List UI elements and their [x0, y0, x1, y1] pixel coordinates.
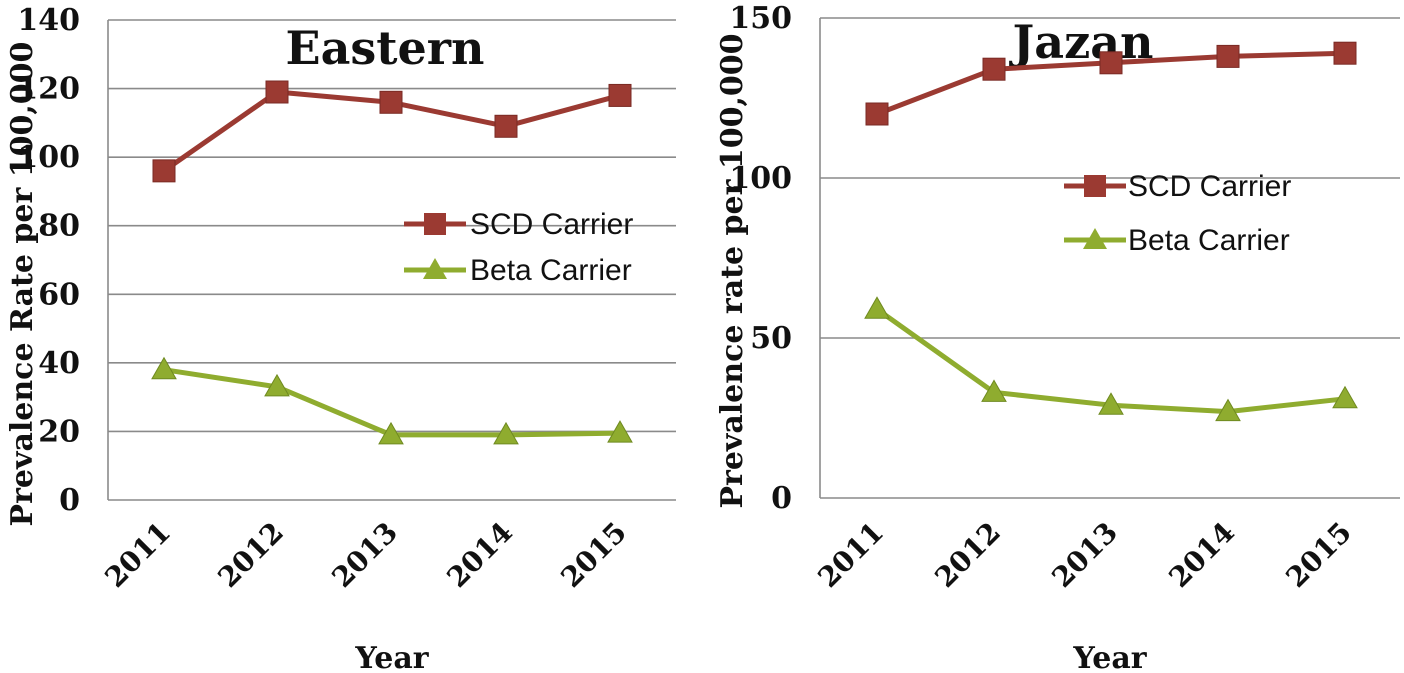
legend-label: Beta Carrier	[1128, 224, 1290, 257]
legend-label: SCD Carrier	[1128, 170, 1291, 203]
legend-marker	[1084, 175, 1106, 197]
data-point	[1098, 392, 1124, 415]
x-tick-label: 2014	[441, 516, 519, 594]
data-point	[864, 296, 890, 319]
data-point	[265, 80, 289, 104]
y-axis-title: Prevalence rate per 100,000	[715, 33, 750, 508]
y-tick-label: 120	[17, 72, 80, 107]
y-tick-label: 0	[771, 481, 792, 516]
data-point	[982, 57, 1006, 81]
y-axis-title: Prevalence Rate per 100,000	[5, 42, 40, 527]
data-point	[264, 373, 290, 397]
data-point	[608, 83, 632, 107]
data-point	[493, 421, 519, 445]
x-tick-label: 2014	[1163, 516, 1241, 594]
x-tick-label: 2015	[1280, 516, 1358, 594]
data-point	[981, 379, 1007, 402]
legend-label: Beta Carrier	[470, 254, 632, 287]
y-tick-label: 150	[729, 1, 792, 36]
y-tick-label: 100	[17, 140, 80, 175]
x-tick-label: 2012	[212, 516, 290, 594]
x-axis-title: Year	[1072, 641, 1147, 673]
data-point	[494, 114, 518, 138]
y-tick-label: 0	[59, 483, 80, 518]
x-tick-label: 2013	[326, 516, 404, 594]
x-tick-label: 2013	[1046, 516, 1124, 594]
data-point	[378, 421, 404, 445]
y-tick-label: 60	[38, 277, 80, 312]
data-point	[1099, 51, 1123, 75]
chart-eastern: Prevalence Rate per 100,000 Eastern Year…	[5, 3, 676, 673]
x-tick-label: 2015	[555, 516, 633, 594]
data-point	[379, 90, 403, 114]
legend-marker	[424, 213, 446, 235]
y-tick-label: 50	[750, 321, 792, 356]
data-point	[151, 356, 177, 380]
y-tick-label: 40	[38, 346, 80, 381]
y-tick-label: 140	[17, 3, 80, 38]
data-point	[865, 102, 889, 126]
y-tick-label: 80	[38, 209, 80, 244]
legend-marker	[1083, 228, 1107, 249]
chart-jazan: Prevalence rate per 100,000 Jazan Year 0…	[715, 1, 1400, 673]
x-axis-title: Year	[354, 641, 429, 673]
data-point	[1333, 41, 1357, 65]
y-tick-label: 20	[38, 414, 80, 449]
data-point	[152, 159, 176, 183]
legend-marker	[423, 258, 447, 279]
data-point	[1215, 398, 1241, 422]
x-tick-label: 2011	[99, 516, 177, 594]
chart-title: Eastern	[286, 21, 485, 75]
x-tick-label: 2011	[812, 516, 890, 594]
data-point	[1216, 44, 1240, 68]
data-point	[1332, 385, 1358, 409]
y-tick-label: 100	[729, 161, 792, 196]
data-point	[607, 420, 633, 443]
legend-label: SCD Carrier	[470, 208, 633, 241]
x-tick-label: 2012	[929, 516, 1007, 594]
